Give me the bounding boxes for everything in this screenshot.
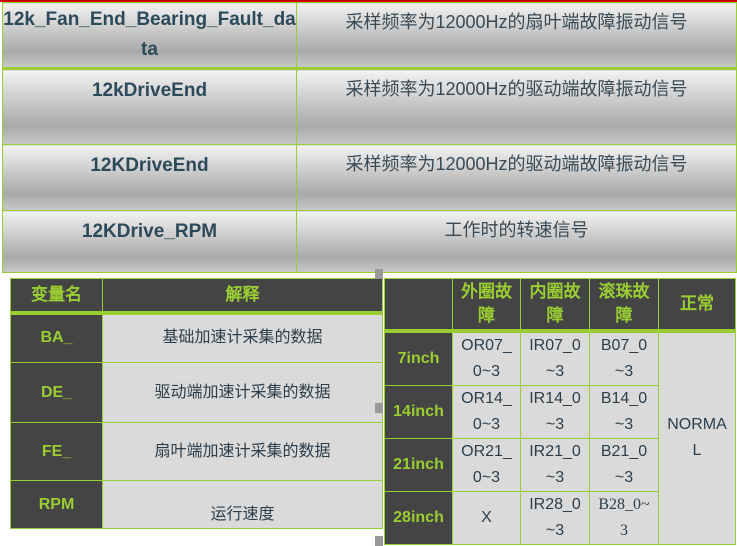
table-row: BA_ 基础加速计采集的数据 xyxy=(10,312,383,363)
missing-mark: X xyxy=(452,490,521,545)
fault-table: 外圈故障 内圈故障 滚珠故障 正常 7inch OR07_0~3 IR07_0~… xyxy=(384,278,736,545)
inner-race-cell: IR28_0~3 xyxy=(520,490,590,545)
table-row: RPM 运行速度 xyxy=(10,480,383,529)
table-row: 12KDriveEnd 采样频率为12000Hz的驱动端故障振动信号 xyxy=(2,144,737,211)
header-outer-race: 外圈故障 xyxy=(452,278,521,333)
outer-race-cell: OR14_0~3 xyxy=(452,384,521,439)
fault-size: 21inch xyxy=(384,437,453,492)
table-row: 12k_Fan_End_Bearing_Fault_data 采样频率为1200… xyxy=(2,2,737,69)
header-inner-race: 内圈故障 xyxy=(520,278,590,333)
table-row: 21inch OR21_0~3 IR21_0~3 B21_0~3 xyxy=(384,437,736,492)
resize-handle[interactable] xyxy=(375,403,383,413)
table-row: DE_ 驱动端加速计采集的数据 xyxy=(10,362,383,423)
ball-cell: B28_0~3 xyxy=(589,490,659,545)
ball-cell: B07_0~3 xyxy=(589,330,659,386)
normal-cell: NORMAL xyxy=(658,330,736,545)
top-border xyxy=(0,0,737,2)
table-row: 12KDrive_RPM 工作时的转速信号 xyxy=(2,210,737,273)
header-ball: 滚珠故障 xyxy=(589,278,659,333)
table-row: FE_ 扇叶端加速计采集的数据 xyxy=(10,422,383,481)
variable-name: DE_ xyxy=(10,362,103,423)
variable-desc: 扇叶端加速计采集的数据 xyxy=(102,422,383,481)
inner-race-cell: IR21_0~3 xyxy=(520,437,590,492)
signal-name: 12KDriveEnd xyxy=(2,144,297,211)
table-row: 12kDriveEnd 采样频率为12000Hz的驱动端故障振动信号 xyxy=(2,67,737,145)
signal-name: 12k_Fan_End_Bearing_Fault_data xyxy=(2,2,297,69)
resize-handle[interactable] xyxy=(375,536,383,546)
variable-table: 变量名 解释 BA_ 基础加速计采集的数据 DE_ 驱动端加速计采集的数据 FE… xyxy=(10,278,383,529)
ball-cell: B14_0~3 xyxy=(589,384,659,439)
signal-desc: 工作时的转速信号 xyxy=(296,210,737,273)
variable-desc: 运行速度 xyxy=(102,480,383,529)
fault-size: 7inch xyxy=(384,330,453,386)
variable-name: BA_ xyxy=(10,312,103,363)
signal-table: 12k_Fan_End_Bearing_Fault_data 采样频率为1200… xyxy=(2,2,737,273)
table-row: 14inch OR14_0~3 IR14_0~3 B14_0~3 xyxy=(384,384,736,439)
variable-desc: 基础加速计采集的数据 xyxy=(102,312,383,363)
variable-desc: 驱动端加速计采集的数据 xyxy=(102,362,383,423)
inner-race-cell: IR14_0~3 xyxy=(520,384,590,439)
fault-size: 14inch xyxy=(384,384,453,439)
variable-name: FE_ xyxy=(10,422,103,481)
signal-desc: 采样频率为12000Hz的扇叶端故障振动信号 xyxy=(296,2,737,69)
header-explanation: 解释 xyxy=(102,278,383,315)
inner-race-cell: IR07_0~3 xyxy=(520,330,590,386)
signal-desc: 采样频率为12000Hz的驱动端故障振动信号 xyxy=(296,144,737,211)
variable-name: RPM xyxy=(10,480,103,529)
fault-size: 28inch xyxy=(384,490,453,545)
table-row: 28inch X IR28_0~3 B28_0~3 xyxy=(384,490,736,545)
signal-name: 12KDrive_RPM xyxy=(2,210,297,273)
header-empty xyxy=(384,278,453,333)
outer-race-cell: OR21_0~3 xyxy=(452,437,521,492)
header-variable: 变量名 xyxy=(10,278,103,315)
signal-desc: 采样频率为12000Hz的驱动端故障振动信号 xyxy=(296,67,737,145)
ball-cell: B21_0~3 xyxy=(589,437,659,492)
header-normal: 正常 xyxy=(658,278,736,333)
outer-race-cell: OR07_0~3 xyxy=(452,330,521,386)
signal-name: 12kDriveEnd xyxy=(2,67,297,145)
table-row: 7inch OR07_0~3 IR07_0~3 B07_0~3 NORMAL xyxy=(384,330,736,545)
resize-handle[interactable] xyxy=(375,269,383,279)
